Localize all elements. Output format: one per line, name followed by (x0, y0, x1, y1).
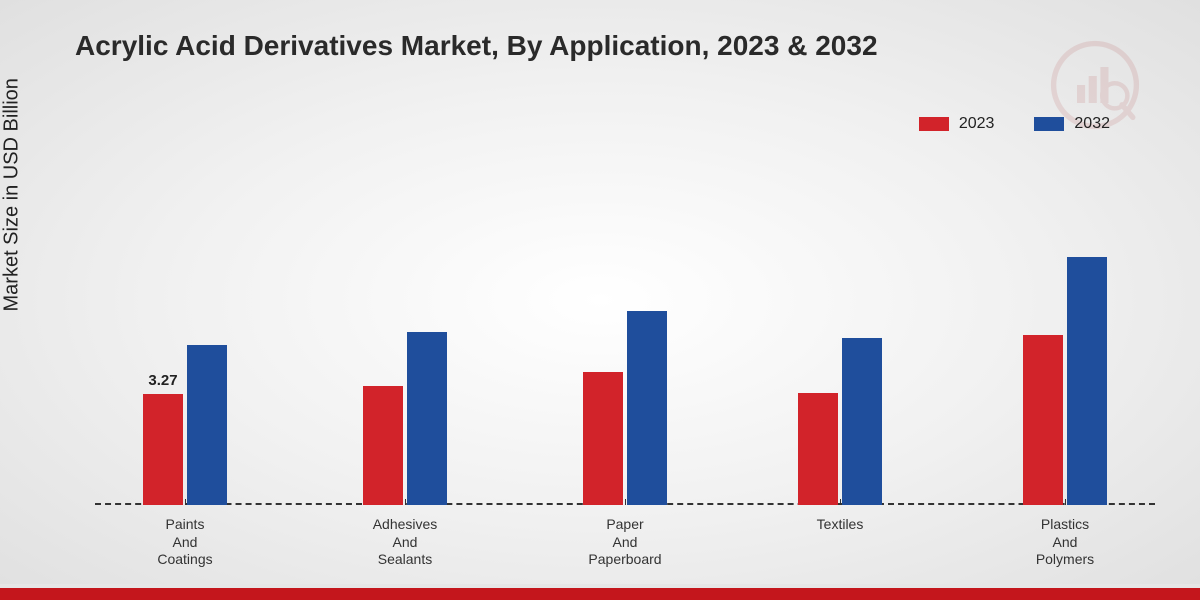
bar-2023 (583, 372, 623, 505)
bar-2032 (1067, 257, 1107, 505)
bar-group (583, 311, 667, 505)
x-tick (185, 499, 186, 505)
legend-swatch-2023 (919, 117, 949, 131)
bar-group (363, 332, 447, 505)
x-axis-category-label: PaperAndPaperboard (565, 516, 685, 569)
x-axis-labels: PaintsAndCoatings AdhesivesAndSealants Pap… (95, 510, 1155, 570)
legend-item-2023: 2023 (919, 115, 995, 133)
bar-group (798, 338, 882, 505)
chart-title: Acrylic Acid Derivatives Market, By Appl… (75, 30, 878, 62)
legend: 2023 2032 (919, 115, 1110, 133)
bar-2032 (627, 311, 667, 505)
legend-label-2023: 2023 (959, 115, 995, 133)
bar-group (1023, 257, 1107, 505)
legend-swatch-2032 (1034, 117, 1064, 131)
x-axis-category-label: PlasticsAndPolymers (1005, 516, 1125, 569)
footer-bar (0, 588, 1200, 600)
bar-value-label: 3.27 (143, 372, 183, 389)
bar-2032 (842, 338, 882, 505)
bar-group: 3.27 (143, 345, 227, 505)
x-tick (405, 499, 406, 505)
bar-2032 (407, 332, 447, 505)
x-axis-category-label: Textiles (780, 516, 900, 534)
bar-2023: 3.27 (143, 394, 183, 505)
x-axis-category-label: AdhesivesAndSealants (345, 516, 465, 569)
bar-2023 (798, 393, 838, 505)
legend-label-2032: 2032 (1074, 115, 1110, 133)
legend-item-2032: 2032 (1034, 115, 1110, 133)
bar-2023 (1023, 335, 1063, 505)
x-tick (1065, 499, 1066, 505)
y-axis-label: Market Size in USD Billion (1, 78, 24, 311)
x-tick (625, 499, 626, 505)
bar-2032 (187, 345, 227, 505)
bar-2023 (363, 386, 403, 505)
x-axis-category-label: PaintsAndCoatings (125, 516, 245, 569)
chart-area: 3.27 (95, 165, 1155, 505)
x-tick (840, 499, 841, 505)
